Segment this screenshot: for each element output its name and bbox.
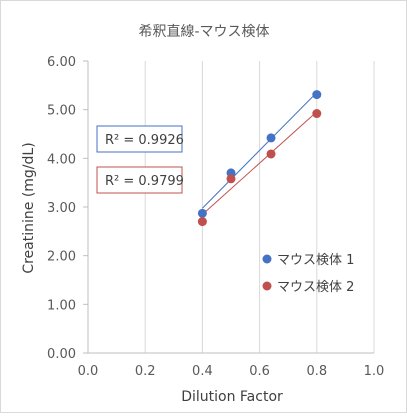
r2-label-text: R² = 0.9799 (105, 174, 184, 189)
chart-title: 希釈直線-マウス検体 (138, 23, 269, 40)
r2-label-box (96, 125, 183, 153)
legend-label: マウス検体 2 (277, 280, 354, 295)
data-point-series-1 (197, 208, 207, 218)
r2-label-series-1: R² = 0.9926 (96, 125, 184, 153)
data-point-series-1 (266, 133, 276, 143)
x-tick-label: 0.4 (192, 364, 213, 379)
data-point-series-2 (226, 174, 236, 184)
y-axis-label: Creatinine (mg/dL) (21, 142, 37, 273)
y-tick-label: 1.00 (47, 298, 76, 313)
trendline-series-1 (202, 92, 318, 209)
y-tick-label: 5.00 (47, 104, 76, 119)
data-point-series-1 (312, 90, 322, 100)
y-tick-label: 4.00 (47, 152, 76, 167)
r2-label-box (96, 166, 183, 194)
legend-item-series-1: マウス検体 1 (262, 253, 354, 268)
legend-marker (262, 281, 272, 291)
grid-layer (144, 61, 375, 353)
data-point-series-2 (197, 217, 207, 227)
r2-label-layer: R² = 0.9926 R² = 0.9799 (96, 125, 184, 194)
data-point-series-2 (312, 109, 322, 119)
legend: マウス検体 1 マウス検体 2 (262, 253, 354, 295)
x-tick-label: 0.0 (78, 364, 99, 379)
x-tick-label: 0.6 (249, 364, 270, 379)
axis-layer: 0.0 0.2 0.4 0.6 0.8 1.0 0.00 1.00 2.00 3.00 4.00 5.… (47, 55, 384, 379)
r2-label-text: R² = 0.9926 (105, 133, 184, 148)
legend-marker (262, 254, 272, 264)
y-tick-label: 0.00 (47, 347, 76, 362)
x-axis-label: Dilution Factor (181, 389, 283, 405)
y-tick-label: 3.00 (47, 201, 76, 216)
data-point-series-2 (266, 149, 276, 159)
y-tick-label: 2.00 (47, 250, 76, 265)
trendline-series-2 (202, 111, 318, 215)
x-tick-label: 1.0 (364, 364, 385, 379)
legend-label: マウス検体 1 (277, 253, 354, 268)
trendline-layer (202, 92, 318, 215)
legend-item-series-2: マウス検体 2 (262, 280, 354, 295)
x-tick-label: 0.2 (135, 364, 156, 379)
x-tick-label: 0.8 (306, 364, 327, 379)
y-tick-label: 6.00 (47, 55, 76, 70)
r2-label-series-2: R² = 0.9799 (96, 166, 184, 194)
point-layer (197, 90, 322, 227)
